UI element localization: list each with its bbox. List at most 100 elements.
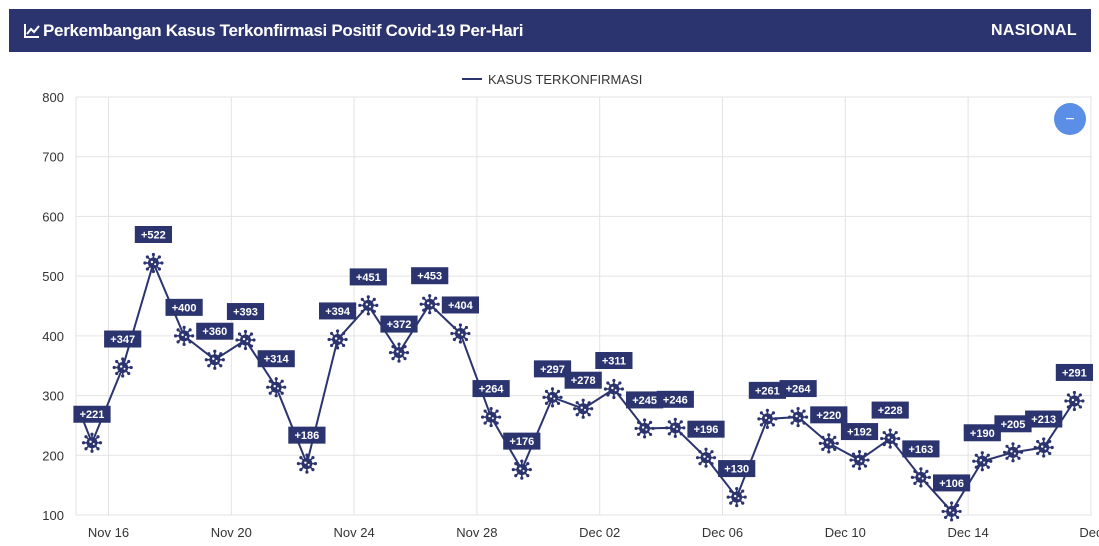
- data-point[interactable]: +246: [656, 390, 694, 438]
- data-label-box: [840, 423, 879, 441]
- virus-icon: [388, 342, 410, 363]
- data-point[interactable]: +453: [411, 267, 449, 315]
- data-point[interactable]: +264: [779, 380, 817, 428]
- data-label-box: [963, 424, 1001, 442]
- data-point[interactable]: +264: [472, 380, 510, 428]
- data-label-box: [933, 474, 971, 492]
- x-tick-label: Dec: [1079, 525, 1099, 540]
- data-label: +228: [878, 405, 903, 417]
- virus-icon: [174, 325, 195, 346]
- virus-icon: [972, 451, 993, 472]
- data-point[interactable]: +291: [1055, 363, 1093, 412]
- data-label: +245: [632, 395, 657, 407]
- data-point[interactable]: +163: [902, 440, 940, 488]
- y-tick-label: 700: [42, 150, 64, 165]
- data-label-box: [779, 380, 817, 398]
- data-label-box: [994, 415, 1032, 433]
- y-axis: 100 200 300 400 500 600 700 800: [42, 90, 64, 523]
- virus-icon: [757, 408, 778, 429]
- x-tick-label: Dec 14: [947, 525, 988, 540]
- data-label: +186: [295, 430, 320, 442]
- data-point[interactable]: +221: [73, 405, 111, 453]
- data-point[interactable]: +196: [687, 420, 725, 468]
- data-label-box: [411, 267, 449, 285]
- data-point[interactable]: +297: [533, 360, 572, 408]
- data-point[interactable]: +372: [380, 315, 418, 363]
- data-label: +314: [264, 354, 290, 366]
- virus-icon: [358, 295, 379, 316]
- data-label: +360: [202, 326, 227, 338]
- data-label: +264: [786, 384, 812, 396]
- data-point[interactable]: +186: [288, 426, 326, 474]
- data-label-box: [687, 420, 725, 438]
- data-label-box: [564, 371, 602, 389]
- data-point[interactable]: +190: [963, 424, 1001, 472]
- data-label: +192: [847, 427, 872, 439]
- data-point[interactable]: +228: [871, 401, 909, 449]
- data-point[interactable]: +176: [503, 432, 541, 480]
- virus-icon: [542, 387, 563, 408]
- data-point[interactable]: +213: [1025, 410, 1063, 458]
- virus-icon: [603, 378, 625, 400]
- x-tick-label: Nov 16: [88, 525, 129, 540]
- data-label-box: [349, 268, 387, 286]
- scope-label: NASIONAL: [991, 21, 1077, 39]
- data-point[interactable]: +220: [810, 406, 848, 454]
- virus-icon: [143, 252, 164, 274]
- data-label-box: [226, 303, 265, 321]
- data-point[interactable]: +278: [564, 371, 602, 419]
- data-label: +130: [724, 464, 749, 476]
- x-tick-label: Dec 06: [702, 525, 743, 540]
- data-point[interactable]: +261: [748, 381, 786, 429]
- data-label: +106: [939, 478, 964, 490]
- data-point[interactable]: +192: [840, 423, 879, 471]
- data-label: +372: [387, 319, 412, 331]
- virus-icon: [266, 377, 287, 398]
- data-label: +400: [172, 302, 197, 314]
- data-point[interactable]: +451: [349, 268, 387, 316]
- data-point[interactable]: +130: [718, 460, 756, 508]
- virus-icon: [880, 428, 901, 449]
- data-label-box: [104, 330, 142, 348]
- data-label-box: [288, 426, 326, 444]
- data-point[interactable]: +400: [165, 298, 203, 346]
- data-point[interactable]: +360: [196, 322, 234, 370]
- zoom-out-button[interactable]: −: [1054, 103, 1086, 135]
- data-label-box: [626, 391, 664, 409]
- y-tick-label: 100: [42, 508, 64, 523]
- virus-icon: [665, 417, 686, 438]
- virus-icon: [235, 329, 256, 351]
- data-point[interactable]: +404: [441, 296, 479, 344]
- data-label: +394: [325, 306, 351, 318]
- virus-icon: [818, 433, 839, 454]
- header-title-group: Perkembangan Kasus Terkonfirmasi Positif…: [23, 21, 991, 41]
- x-tick-label: Dec 10: [825, 525, 866, 540]
- data-label: +291: [1062, 367, 1087, 379]
- data-label-box: [533, 360, 572, 378]
- y-tick-label: 500: [42, 269, 64, 284]
- x-axis: Nov 16 Nov 20 Nov 24 Nov 28 Dec 02 Dec 06 Dec …: [88, 525, 1099, 540]
- data-label: +453: [417, 271, 442, 283]
- data-point[interactable]: +314: [257, 350, 295, 398]
- data-label-box: [257, 350, 295, 368]
- data-label-box: [380, 315, 418, 333]
- data-label-box: [1025, 410, 1063, 428]
- data-label: +176: [509, 436, 534, 448]
- x-tick-label: Nov 24: [333, 525, 374, 540]
- y-tick-label: 300: [42, 389, 64, 404]
- data-point[interactable]: +522: [134, 226, 172, 274]
- data-label-box: [595, 352, 633, 370]
- data-label: +278: [571, 375, 596, 387]
- x-tick-label: Dec 02: [579, 525, 620, 540]
- data-point[interactable]: +106: [933, 474, 971, 522]
- data-point[interactable]: +394: [319, 302, 357, 350]
- data-label: +347: [110, 334, 135, 346]
- data-point[interactable]: +205: [994, 415, 1032, 463]
- line-chart-icon: [24, 23, 40, 38]
- data-label: +205: [1001, 419, 1026, 431]
- data-point[interactable]: +245: [626, 391, 664, 439]
- data-point[interactable]: +311: [595, 352, 633, 400]
- data-point[interactable]: +393: [226, 303, 265, 351]
- data-point[interactable]: +347: [104, 330, 142, 378]
